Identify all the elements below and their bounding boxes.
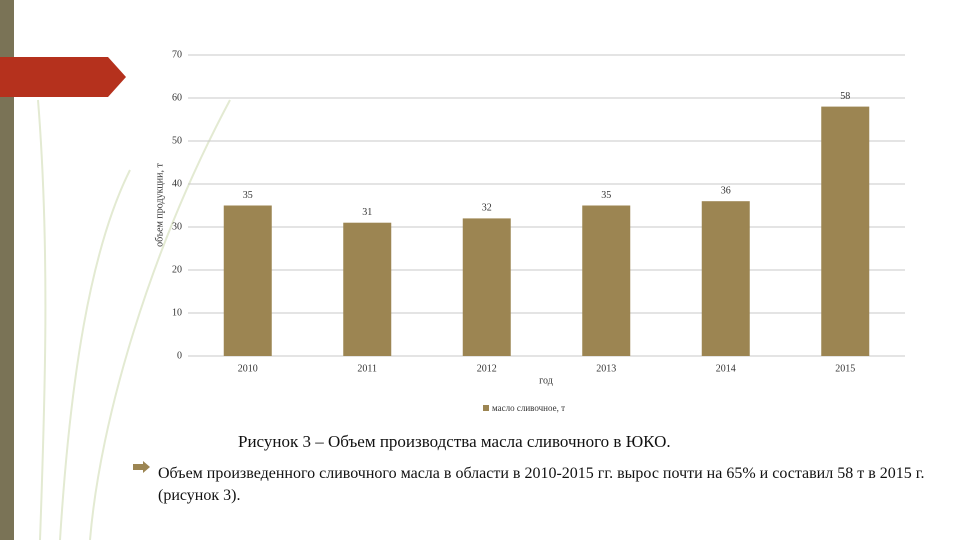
y-tick-label: 30 — [172, 221, 182, 232]
y-tick-label: 70 — [172, 49, 182, 60]
data-label: 36 — [721, 185, 731, 196]
y-tick-label: 40 — [172, 178, 182, 189]
y-tick-label: 10 — [172, 307, 182, 318]
bar — [223, 205, 272, 356]
y-axis-label: объем продукции, т — [154, 163, 165, 247]
y-tick-label: 50 — [172, 135, 182, 146]
data-label: 31 — [362, 207, 372, 218]
x-tick-label: 2010 — [238, 363, 258, 374]
bar — [821, 106, 870, 356]
x-tick-label: 2013 — [596, 363, 616, 374]
bullet-text: Объем произведенного сливочного масла в … — [158, 465, 925, 504]
data-label: 58 — [840, 91, 850, 102]
x-tick-label: 2014 — [716, 363, 736, 374]
x-axis-label: год — [539, 375, 553, 386]
data-label: 35 — [601, 190, 611, 201]
title-arrow — [0, 57, 126, 97]
data-label: 32 — [482, 203, 492, 214]
x-tick-label: 2011 — [357, 363, 377, 374]
side-strip — [0, 0, 14, 540]
bar — [343, 222, 392, 356]
decor-curves — [37, 99, 231, 540]
legend-swatch — [483, 405, 489, 411]
y-tick-label: 20 — [172, 264, 182, 275]
bullet-icon — [133, 461, 150, 473]
data-label: 35 — [243, 190, 253, 201]
bar — [582, 205, 631, 356]
legend-label: масло сливочное, т — [492, 403, 565, 413]
bar — [701, 201, 750, 356]
x-tick-label: 2015 — [835, 363, 855, 374]
x-tick-label: 2012 — [477, 363, 497, 374]
caption: Рисунок 3 – Объем производства масла сли… — [238, 432, 671, 451]
y-tick-label: 0 — [177, 350, 182, 361]
y-tick-label: 60 — [172, 92, 182, 103]
bar — [462, 218, 511, 356]
